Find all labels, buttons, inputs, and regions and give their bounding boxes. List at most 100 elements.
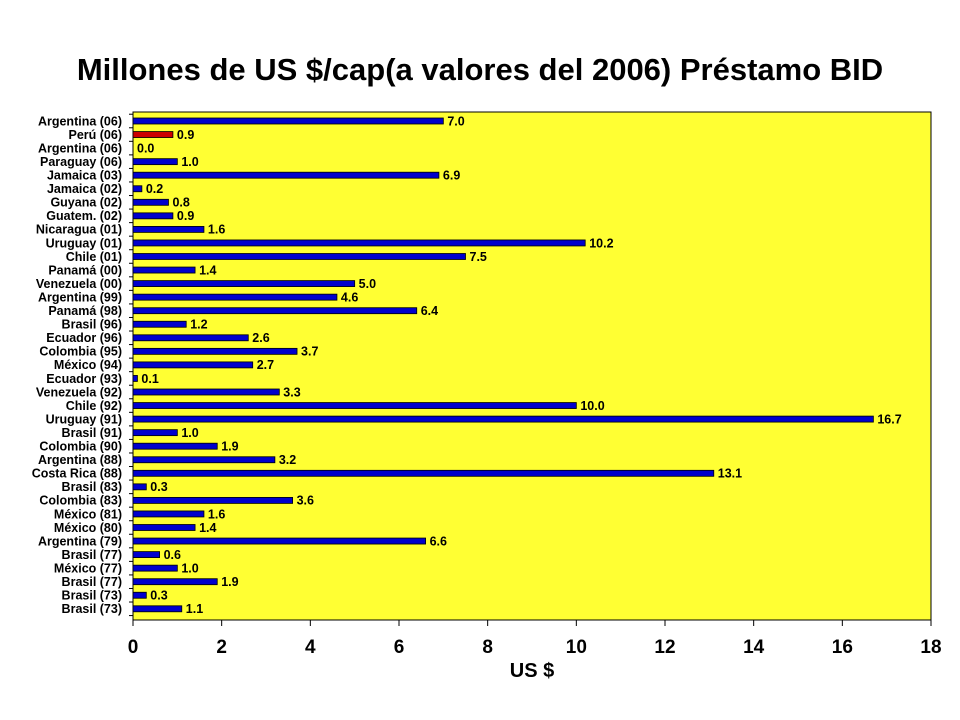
category-label: Chile (01): [66, 250, 122, 264]
data-label: 1.4: [199, 521, 216, 535]
category-label: Colombia (90): [39, 440, 122, 454]
bar: [132, 185, 143, 193]
x-tick-label: 6: [394, 637, 405, 658]
category-label: Brasil (77): [62, 548, 122, 562]
data-label: 1.0: [181, 426, 198, 440]
data-label: 0.2: [146, 182, 163, 196]
data-label: 7.5: [470, 250, 487, 264]
x-tick-label: 2: [216, 637, 227, 658]
bar: [132, 347, 298, 355]
x-tick-label: 12: [654, 637, 675, 658]
category-label: Argentina (06): [38, 114, 122, 128]
data-label: 1.6: [208, 223, 225, 237]
data-label: 0.6: [164, 548, 181, 562]
bar: [132, 307, 418, 315]
data-label: 1.0: [181, 561, 198, 575]
bar: [132, 591, 147, 599]
bar: [132, 239, 586, 247]
data-label: 16.7: [877, 412, 901, 426]
category-label: México (81): [54, 507, 122, 521]
x-axis-title: US $: [510, 660, 554, 682]
bar: [132, 225, 205, 233]
bar: [132, 429, 178, 437]
bar: [132, 293, 338, 301]
category-label: Brasil (96): [62, 318, 122, 332]
data-label: 0.1: [141, 372, 158, 386]
bar: [132, 510, 205, 518]
category-label: Ecuador (96): [46, 331, 122, 345]
bar: [132, 496, 294, 504]
category-label: Perú (06): [69, 128, 123, 142]
data-label: 1.6: [208, 507, 225, 521]
data-label: 2.6: [252, 331, 269, 345]
bar: [132, 388, 280, 396]
data-label: 0.9: [177, 209, 194, 223]
data-label: 3.3: [283, 385, 300, 399]
data-label: 1.4: [199, 263, 216, 277]
data-label: 7.0: [447, 114, 464, 128]
bar: [132, 578, 218, 586]
category-label: Brasil (73): [62, 589, 122, 603]
category-label: Panamá (98): [48, 304, 122, 318]
bar: [132, 469, 715, 477]
bar: [132, 198, 169, 206]
category-label: Nicaragua (01): [36, 223, 122, 237]
data-label: 1.9: [221, 440, 238, 454]
data-label: 6.4: [421, 304, 438, 318]
chart-title: Millones de US $/cap(a valores del 2006)…: [76, 52, 884, 87]
category-label: Ecuador (93): [46, 372, 122, 386]
bar: [132, 537, 427, 545]
bar: [132, 605, 183, 613]
data-label: 3.7: [301, 345, 318, 359]
bar: [132, 483, 147, 491]
bar: [132, 320, 187, 328]
x-tick-label: 14: [743, 637, 765, 658]
category-label: Uruguay (01): [46, 236, 122, 250]
bar: [132, 253, 466, 260]
category-labels: Argentina (06)Perú (06)Argentina (06)Par…: [32, 114, 122, 616]
bar: [132, 442, 218, 450]
category-label: México (94): [54, 358, 122, 372]
data-label: 0.9: [177, 128, 194, 142]
data-label: 0.0: [137, 141, 154, 155]
category-label: Argentina (99): [38, 290, 122, 304]
bar: [132, 361, 254, 369]
category-label: México (80): [54, 521, 122, 535]
x-tick-label: 10: [566, 637, 587, 658]
category-label: Venezuela (92): [36, 385, 122, 399]
category-label: Colombia (83): [39, 494, 122, 508]
data-label: 10.0: [580, 399, 604, 413]
data-label: 10.2: [589, 236, 613, 250]
category-label: México (77): [54, 561, 122, 575]
x-axis: 0 2 4 6 8 10 12 14 16 18: [128, 113, 942, 658]
data-label: 5.0: [359, 277, 376, 291]
data-label: 0.8: [172, 196, 189, 210]
x-tick-label: 4: [305, 637, 316, 658]
bar: [132, 551, 161, 558]
category-label: Brasil (77): [62, 575, 122, 589]
category-label: Jamaica (02): [47, 182, 122, 196]
bar: [132, 456, 276, 464]
category-label: Guatem. (02): [46, 209, 122, 223]
bar: [132, 117, 444, 125]
category-label: Argentina (88): [38, 453, 122, 467]
bar: [132, 402, 577, 409]
category-label: Brasil (91): [62, 426, 122, 440]
x-tick-label: 8: [482, 637, 493, 658]
data-label: 6.9: [443, 169, 460, 183]
data-label: 0.3: [150, 480, 167, 494]
data-label: 1.0: [181, 155, 198, 169]
bar: [132, 158, 178, 166]
data-label: 2.7: [257, 358, 274, 372]
data-label: 0.3: [150, 589, 167, 603]
bar: [132, 524, 196, 531]
x-tick-label: 0: [128, 637, 139, 658]
bar: [132, 375, 138, 382]
value-labels: 7.00.90.01.06.90.20.80.91.610.27.51.45.0…: [137, 114, 902, 616]
data-label: 3.2: [279, 453, 296, 467]
category-label: Argentina (79): [38, 534, 122, 548]
bars: [132, 117, 874, 613]
x-tick-label: 18: [920, 637, 941, 658]
category-label: Paraguay (06): [40, 155, 122, 169]
